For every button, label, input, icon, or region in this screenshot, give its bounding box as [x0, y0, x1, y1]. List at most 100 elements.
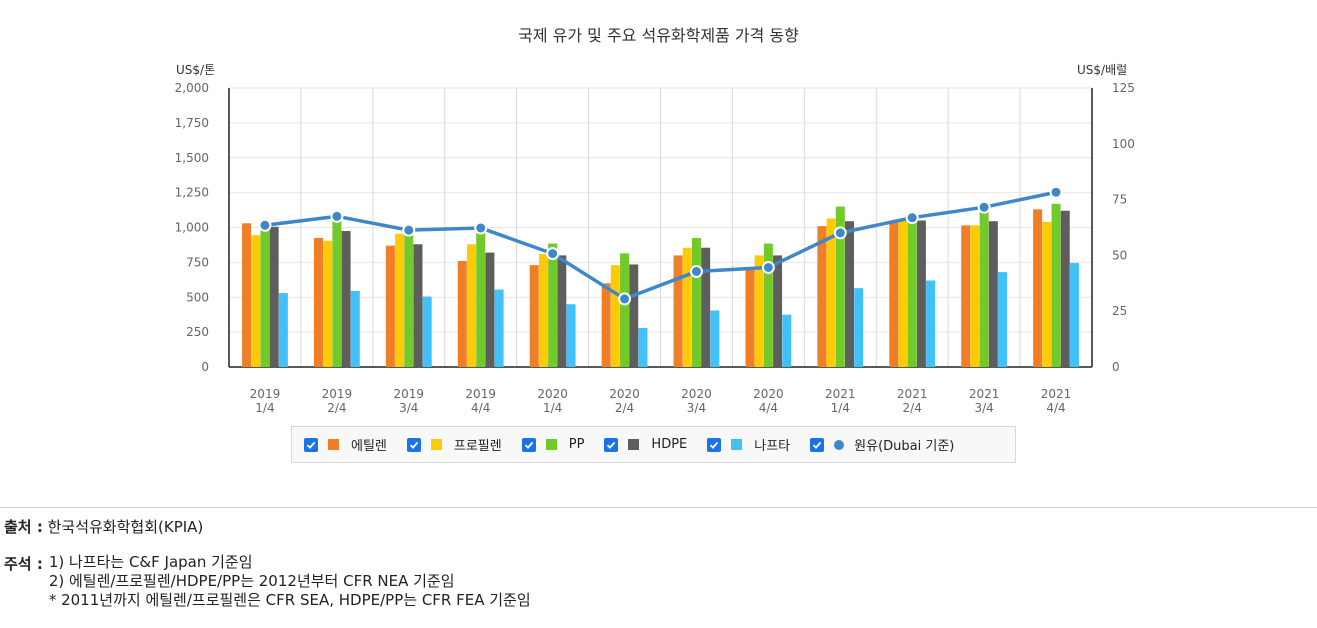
checkbox-icon[interactable]	[406, 437, 421, 452]
legend-swatch	[731, 439, 743, 450]
checkbox-icon[interactable]	[707, 437, 722, 452]
x-tick-quarter: 2/4	[903, 401, 922, 415]
legend-item-crude-oil[interactable]: 원유(Dubai 기준)	[810, 435, 954, 454]
x-tick-quarter: 2/4	[327, 401, 346, 415]
source-text: 한국석유화학협회(KPIA)	[47, 518, 204, 536]
x-tick-quarter: 4/4	[1046, 401, 1065, 415]
x-tick-quarter: 3/4	[974, 401, 993, 415]
bar-0	[385, 245, 395, 367]
x-tick-quarter: 4/4	[759, 401, 778, 415]
x-tick-year: 2019	[465, 387, 496, 401]
notes-block: 주석 : 1) 나프타는 C&F Japan 기준임 2) 에틸렌/프로필렌/H…	[4, 553, 531, 610]
left-tick-label: 750	[186, 255, 209, 269]
bar-2	[691, 237, 701, 367]
crude-oil-point	[618, 292, 632, 306]
chart-area: 국제 유가 및 주요 석유화학제품 가격 동향 US$/톤 US$/배럴 2,0…	[175, 26, 1135, 463]
source-line: 출처 : 한국석유화학협회(KPIA)	[4, 516, 203, 537]
bar-4	[782, 314, 792, 367]
x-tick-year: 2021	[1041, 387, 1072, 401]
notes-label: 주석 :	[4, 555, 43, 573]
bar-1	[826, 218, 836, 367]
bar-1	[970, 225, 980, 367]
checkbox-icon[interactable]	[810, 437, 825, 452]
checkbox-icon[interactable]	[604, 437, 619, 452]
checkbox-icon[interactable]	[521, 437, 536, 452]
x-tick-quarter: 3/4	[399, 401, 418, 415]
legend-label: 에틸렌	[351, 439, 387, 454]
crude-oil-point	[833, 226, 847, 240]
legend-label: 프로필렌	[453, 439, 502, 454]
bar-2	[907, 214, 917, 367]
legend-item-hdpe[interactable]: HDPE	[604, 437, 687, 452]
crude-oil-point	[977, 200, 991, 214]
bar-3	[413, 244, 423, 367]
bar-4	[278, 293, 288, 367]
bar-0	[745, 267, 755, 367]
bar-1	[610, 265, 620, 367]
legend-swatch	[545, 439, 557, 450]
bar-0	[601, 283, 611, 367]
bar-3	[844, 221, 854, 367]
bar-3	[341, 230, 351, 367]
bar-2	[548, 243, 558, 367]
source-label: 출처 :	[4, 518, 43, 536]
left-tick-label: 250	[186, 325, 209, 339]
bar-2	[476, 233, 486, 367]
x-tick-quarter: 1/4	[543, 401, 562, 415]
x-tick-year: 2020	[753, 387, 784, 401]
left-tick-label: 2,000	[175, 81, 209, 95]
checkbox-icon[interactable]	[304, 437, 318, 452]
right-tick-label: 25	[1112, 304, 1127, 318]
bar-0	[242, 223, 252, 367]
legend-swatch	[328, 439, 339, 450]
bar-2	[1051, 203, 1061, 367]
x-tick-quarter: 3/4	[687, 401, 706, 415]
note-line: 2) 에틸렌/프로필렌/HDPE/PP는 2012년부터 CFR NEA 기준임	[48, 572, 455, 590]
bar-1	[251, 235, 261, 367]
bar-4	[710, 310, 720, 367]
x-tick-year: 2021	[825, 387, 856, 401]
x-tick-year: 2019	[322, 387, 353, 401]
bar-4	[350, 290, 360, 367]
crude-oil-point	[546, 247, 560, 261]
x-tick-quarter: 1/4	[831, 401, 850, 415]
legend-item-ethylene[interactable]: 에틸렌	[304, 435, 387, 454]
legend-item-pp[interactable]: PP	[521, 437, 584, 452]
bar-4	[998, 272, 1008, 367]
x-tick-quarter: 4/4	[471, 401, 490, 415]
crude-oil-point	[402, 223, 416, 237]
bar-1	[467, 244, 477, 367]
legend-marker	[834, 439, 845, 450]
bar-3	[701, 247, 711, 367]
section-divider	[0, 507, 1317, 508]
crude-oil-line	[264, 190, 1057, 301]
bar-4	[638, 327, 648, 367]
left-tick-label: 1,750	[175, 116, 209, 130]
crude-oil-point	[689, 264, 703, 278]
bar-3	[1060, 210, 1070, 367]
x-tick-year: 2021	[897, 387, 928, 401]
bar-4	[566, 304, 576, 367]
crude-oil-point	[330, 209, 344, 223]
x-tick-year: 2020	[537, 387, 568, 401]
bar-0	[457, 260, 467, 367]
bar-2	[332, 219, 342, 367]
bar-1	[898, 220, 908, 367]
bar-2	[620, 253, 630, 367]
bar-4	[422, 296, 432, 367]
bar-3	[485, 252, 495, 367]
crude-oil-point	[474, 221, 488, 235]
crude-oil-point	[1049, 185, 1063, 199]
legend-label: 나프타	[754, 439, 791, 454]
x-tick-quarter: 1/4	[255, 401, 274, 415]
crude-oil-point	[258, 218, 272, 232]
chart-title: 국제 유가 및 주요 석유화학제품 가격 동향	[518, 26, 799, 45]
right-tick-label: 75	[1112, 193, 1127, 207]
bar-0	[1033, 209, 1043, 367]
bar-1	[1042, 221, 1052, 367]
legend-item-naphtha[interactable]: 나프타	[707, 435, 790, 454]
bar-2	[763, 243, 773, 367]
chart-svg: 2,0001,7501,5001,2501,000750500250012510…	[175, 81, 1135, 415]
legend-swatch	[628, 439, 640, 450]
legend-item-propylene[interactable]: 프로필렌	[406, 435, 502, 454]
